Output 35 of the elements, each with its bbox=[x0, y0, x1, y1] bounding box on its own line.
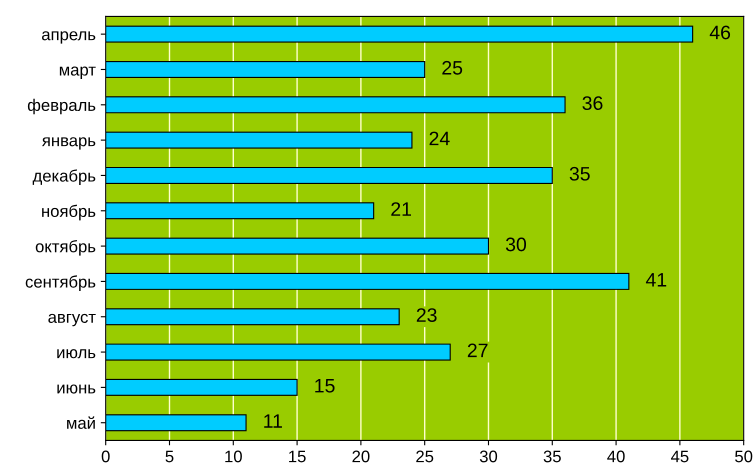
data-label: 30 bbox=[506, 238, 526, 252]
data-label: 23 bbox=[416, 308, 437, 322]
y-tick-label: декабрь bbox=[32, 169, 96, 186]
data-label: 11 bbox=[264, 414, 282, 428]
x-tick-label: 25 bbox=[416, 450, 434, 462]
y-tick-label: август bbox=[48, 314, 96, 326]
y-tick-label: апрель bbox=[42, 31, 96, 44]
y-tick-label: октябрь bbox=[36, 240, 96, 256]
x-tick-label: 50 bbox=[735, 450, 752, 462]
x-tick-label: 30 bbox=[480, 450, 498, 462]
x-tick-label: 0 bbox=[102, 450, 110, 462]
y-tick-label: май bbox=[67, 416, 95, 429]
y-tick-label: июнь bbox=[57, 384, 96, 394]
x-tick-label: 45 bbox=[670, 450, 688, 462]
data-label: 36 bbox=[582, 96, 602, 110]
y-tick-label: июль bbox=[57, 349, 96, 358]
x-tick-label: 15 bbox=[289, 450, 306, 462]
y-tick-label: февраль bbox=[28, 98, 96, 114]
y-tick-label: ноябрь bbox=[42, 204, 96, 220]
x-tick-label: 5 bbox=[166, 450, 174, 462]
x-tick-label: 20 bbox=[352, 450, 370, 462]
data-label: 27 bbox=[468, 344, 488, 358]
data-label: 25 bbox=[442, 60, 462, 75]
y-tick-label: январь bbox=[42, 137, 96, 150]
x-tick-label: 40 bbox=[607, 450, 625, 462]
data-label: 46 bbox=[710, 26, 730, 40]
data-label: 35 bbox=[570, 166, 590, 181]
data-label: 15 bbox=[315, 379, 335, 393]
y-tick-label: март bbox=[60, 66, 96, 79]
data-label: 24 bbox=[430, 132, 450, 146]
y-tick-label: сентябрь bbox=[26, 275, 96, 291]
data-label: 41 bbox=[646, 273, 666, 286]
x-tick-label: 35 bbox=[544, 450, 561, 462]
data-label: 21 bbox=[391, 202, 411, 216]
x-tick-label: 10 bbox=[225, 450, 242, 462]
